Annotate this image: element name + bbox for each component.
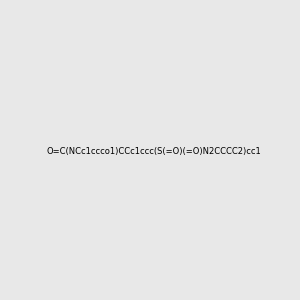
Text: O=C(NCc1ccco1)CCc1ccc(S(=O)(=O)N2CCCC2)cc1: O=C(NCc1ccco1)CCc1ccc(S(=O)(=O)N2CCCC2)c… (46, 147, 261, 156)
